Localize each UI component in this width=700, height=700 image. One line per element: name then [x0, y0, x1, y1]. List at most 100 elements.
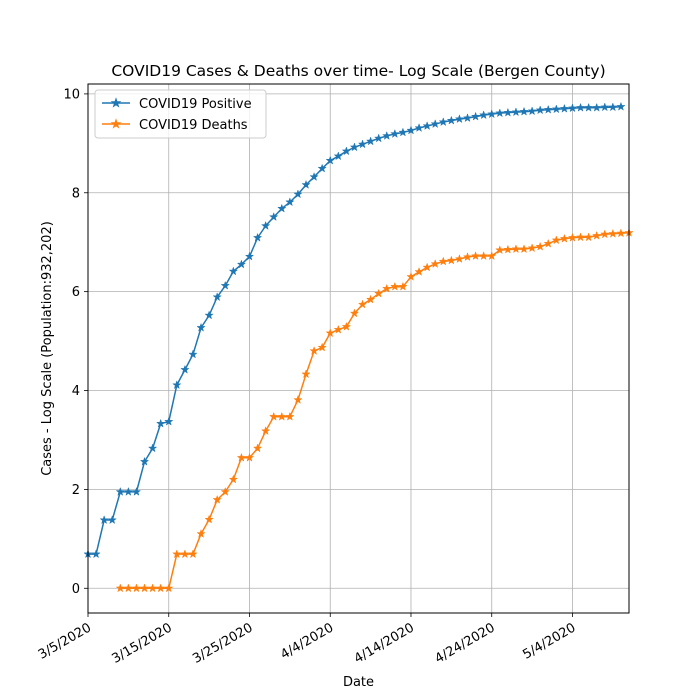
y-axis: 0 2 4 6 8 10 — [63, 87, 88, 597]
data-point-deaths — [600, 229, 610, 239]
data-point-deaths — [188, 549, 198, 559]
data-point-deaths — [115, 583, 126, 593]
legend-label-deaths: COVID19 Deaths — [139, 118, 248, 133]
data-point-positive — [487, 109, 497, 119]
data-point-deaths — [212, 494, 222, 504]
data-point-positive — [212, 292, 222, 302]
data-point-positive — [309, 171, 319, 181]
data-point-positive — [123, 486, 134, 496]
chart-title: COVID19 Cases & Deaths over time- Log Sc… — [111, 62, 605, 80]
data-point-deaths — [333, 324, 344, 334]
y-tick-label: 6 — [72, 285, 80, 300]
data-point-deaths — [462, 252, 473, 262]
data-point-deaths — [164, 583, 174, 593]
data-point-deaths — [301, 369, 311, 379]
data-point-positive — [390, 128, 400, 138]
data-point-deaths — [236, 452, 247, 462]
data-point-positive — [317, 163, 327, 173]
data-point-positive — [365, 136, 376, 146]
data-point-positive — [422, 121, 432, 131]
data-point-deaths — [382, 283, 392, 293]
data-point-positive — [333, 151, 344, 161]
data-point-deaths — [575, 232, 586, 242]
data-point-deaths — [309, 346, 319, 355]
data-point-positive — [583, 102, 594, 112]
data-point-deaths — [277, 411, 287, 421]
y-tick-label: 2 — [72, 483, 80, 498]
data-point-positive — [91, 549, 101, 559]
data-point-positive — [341, 146, 352, 156]
data-point-deaths — [293, 394, 303, 404]
data-point-deaths — [487, 251, 497, 261]
data-point-deaths — [406, 271, 416, 281]
data-point-positive — [382, 130, 392, 140]
data-point-deaths — [438, 256, 449, 266]
data-point-positive — [268, 212, 279, 222]
data-point-deaths — [519, 244, 529, 254]
data-point-positive — [139, 456, 150, 466]
legend: COVID19 Positive COVID19 Deaths — [94, 89, 267, 139]
data-point-positive — [196, 322, 206, 332]
data-point-positive — [115, 486, 126, 496]
data-point-deaths — [196, 528, 206, 538]
data-point-deaths — [616, 228, 626, 238]
data-point-positive — [551, 104, 562, 114]
data-point-positive — [478, 110, 489, 120]
data-point-deaths — [260, 426, 271, 436]
data-point-positive — [172, 380, 182, 390]
legend-label-positive: COVID19 Positive — [139, 97, 252, 112]
data-point-positive — [527, 106, 537, 116]
y-tick-label: 8 — [72, 186, 80, 201]
data-point-positive — [608, 102, 618, 112]
y-axis-label: Cases - Log Scale (Population:932,202) — [40, 221, 55, 476]
data-point-deaths — [583, 232, 594, 242]
data-point-positive — [180, 364, 190, 374]
data-point-positive — [147, 443, 158, 453]
data-point-positive — [406, 125, 416, 135]
data-point-deaths — [123, 583, 134, 593]
data-point-deaths — [228, 474, 239, 484]
data-point-deaths — [535, 241, 545, 251]
data-point-deaths — [325, 328, 335, 338]
data-point-positive — [567, 103, 578, 113]
data-point-deaths — [204, 514, 214, 524]
data-point-deaths — [252, 443, 263, 453]
data-point-deaths — [180, 549, 190, 559]
legend-marker-positive — [110, 97, 122, 108]
data-point-positive — [349, 142, 360, 152]
data-point-positive — [454, 114, 465, 124]
y-tick-label: 10 — [63, 87, 80, 102]
data-point-deaths — [155, 583, 166, 593]
data-point-positive — [301, 179, 311, 189]
y-tick-label: 4 — [72, 384, 80, 399]
data-point-positive — [164, 416, 174, 426]
data-point-positive — [519, 106, 529, 116]
data-point-positive — [107, 515, 117, 525]
data-point-positive — [616, 101, 626, 111]
data-point-deaths — [341, 321, 352, 331]
data-point-deaths — [446, 255, 457, 265]
data-point-positive — [535, 105, 545, 115]
data-point-deaths — [567, 232, 578, 242]
data-point-positive — [591, 102, 602, 112]
data-point-deaths — [478, 251, 489, 261]
plot-background — [88, 84, 629, 613]
data-point-deaths — [398, 281, 408, 291]
data-point-deaths — [608, 228, 618, 238]
data-point-positive — [373, 133, 384, 143]
data-point-deaths — [495, 245, 505, 255]
data-point-positive — [495, 108, 505, 118]
data-point-positive — [131, 486, 142, 496]
data-point-positive — [204, 310, 214, 320]
data-point-deaths — [349, 308, 360, 318]
data-point-deaths — [220, 486, 230, 496]
data-point-deaths — [357, 299, 368, 309]
data-point-deaths — [172, 549, 182, 559]
data-point-deaths — [390, 281, 400, 291]
data-point-positive — [325, 155, 335, 165]
data-point-deaths — [511, 244, 521, 254]
data-point-positive — [511, 107, 521, 117]
x-axis-label: Date — [343, 675, 374, 690]
data-point-deaths — [317, 342, 327, 352]
